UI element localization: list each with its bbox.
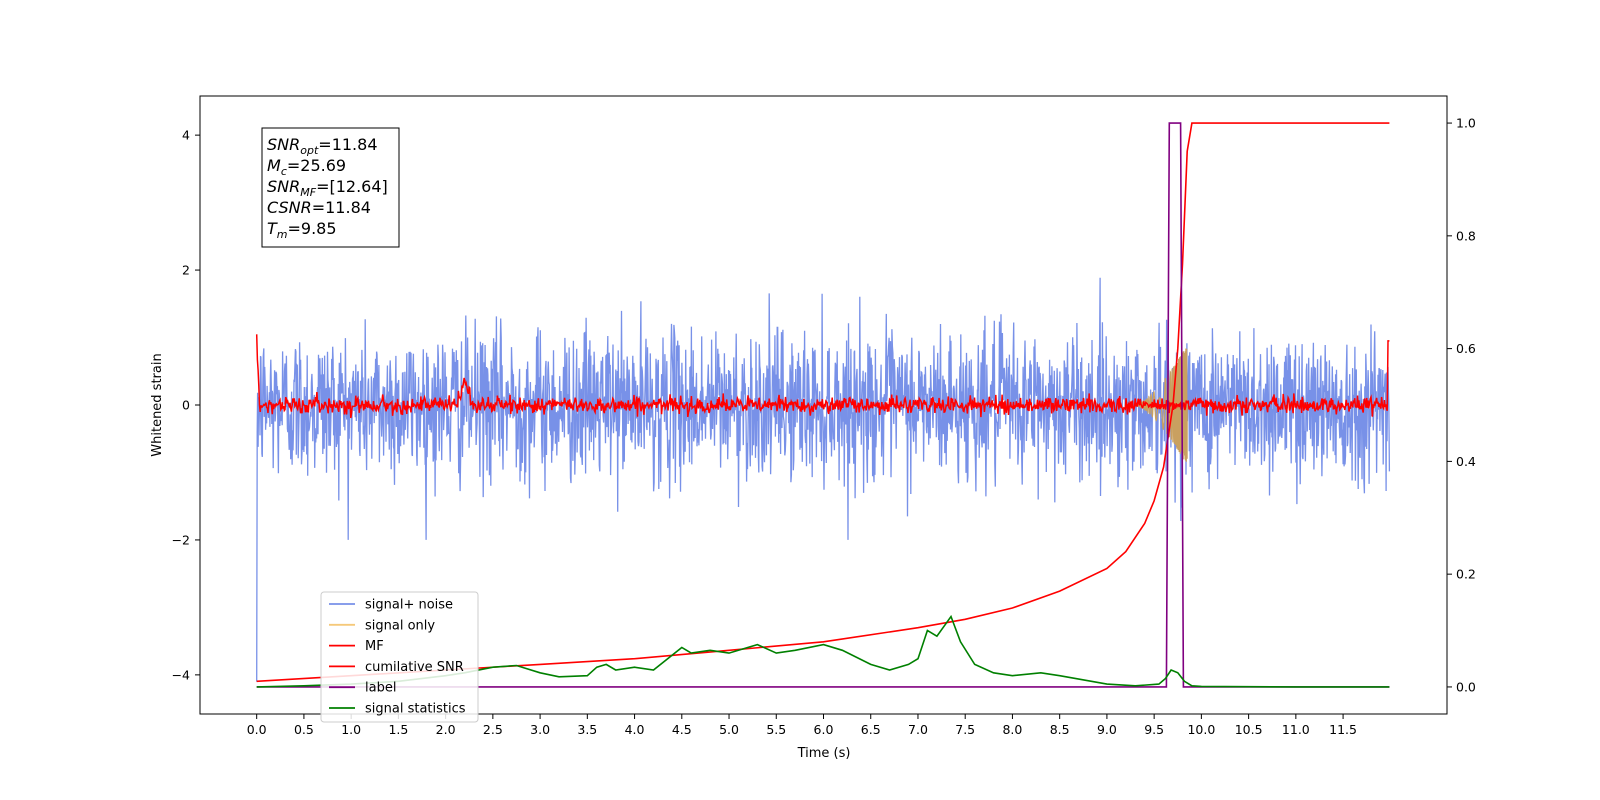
x-tick-label: 11.5: [1329, 722, 1357, 737]
x-tick-label: 0.0: [247, 722, 267, 737]
x-tick-label: 3.5: [577, 722, 597, 737]
x-tick-label: 8.5: [1050, 722, 1070, 737]
info-box-frame: [261, 127, 400, 248]
series-line-signal-noise: [256, 277, 1391, 682]
x-tick-label: 0.5: [294, 722, 314, 737]
legend-entry: signal+ noise: [365, 598, 453, 613]
series-line-mf: [255, 334, 1390, 419]
x-axis: 0.0 0.5 1.0 1.5 2.0 2.5 3.0 3.5 4.0 4.5 5.0 5.5 6.0 6…: [247, 714, 1357, 737]
x-tick-label: 4.5: [672, 722, 692, 737]
x-tick-label: 11.0: [1282, 722, 1310, 737]
x-tick-label: 1.5: [388, 722, 408, 737]
x-tick-label: 5.5: [766, 722, 786, 737]
y-left-tick-label: 2: [182, 263, 190, 278]
y-left-tick-label: 0: [182, 398, 190, 413]
right-y-axis: 0.0 0.2 0.4 0.6 0.8 1.0: [1447, 116, 1476, 694]
series-line-cumilative-snr: [256, 122, 1390, 683]
info-box-line: Tm=9.85: [267, 219, 337, 241]
x-tick-label: 9.5: [1144, 722, 1164, 737]
x-tick-label: 2.0: [436, 722, 456, 737]
y-right-tick-label: 0.2: [1456, 567, 1476, 582]
legend-entry: label: [365, 681, 396, 696]
legend-entry: signal statistics: [365, 702, 466, 717]
plot-area: [255, 122, 1391, 688]
x-tick-label: 7.0: [908, 722, 928, 737]
left-y-axis: −4 −2 0 2 4: [172, 128, 200, 682]
x-tick-label: 1.0: [341, 722, 361, 737]
x-tick-label: 2.5: [483, 722, 503, 737]
y-left-tick-label: −2: [172, 532, 190, 547]
y-left-tick-label: −4: [172, 667, 190, 682]
x-tick-label: 10.0: [1187, 722, 1215, 737]
info-box-line: SNRMF=[12.64]: [267, 177, 388, 199]
y-right-tick-label: 0.4: [1456, 454, 1476, 469]
legend: signal+ noise signal only MF cumilative SNR…: [320, 591, 479, 723]
legend-entry: MF: [365, 639, 384, 654]
x-tick-label: 10.5: [1235, 722, 1263, 737]
legend-entry: signal only: [365, 618, 435, 633]
x-tick-label: 5.0: [719, 722, 739, 737]
legend-entry: cumilative SNR: [365, 660, 464, 675]
x-tick-label: 8.0: [1002, 722, 1022, 737]
info-box-line: Mc=25.69: [267, 156, 346, 178]
x-tick-label: 7.5: [955, 722, 975, 737]
x-tick-label: 4.0: [625, 722, 645, 737]
info-box-line: CSNR=11.84: [267, 198, 371, 217]
x-axis-label: Time (s): [797, 746, 851, 761]
y-left-tick-label: 4: [182, 128, 190, 143]
series-line-signal-statistics: [256, 614, 1390, 688]
info-box-line: SNRopt=11.84: [267, 135, 378, 157]
y-right-tick-label: 0.0: [1456, 679, 1476, 694]
y-right-tick-label: 1.0: [1456, 116, 1476, 131]
y-right-tick-label: 0.6: [1456, 341, 1476, 356]
info-box: SNRopt=11.84Mc=25.69SNRMF=[12.64]CSNR=11…: [261, 127, 400, 248]
legend-frame: [320, 591, 479, 723]
x-tick-label: 3.0: [530, 722, 550, 737]
x-tick-label: 9.0: [1097, 722, 1117, 737]
x-tick-label: 6.0: [814, 722, 834, 737]
x-tick-label: 6.5: [861, 722, 881, 737]
y-right-tick-label: 0.8: [1456, 228, 1476, 243]
y-axis-label: Whitened strain: [150, 353, 165, 456]
